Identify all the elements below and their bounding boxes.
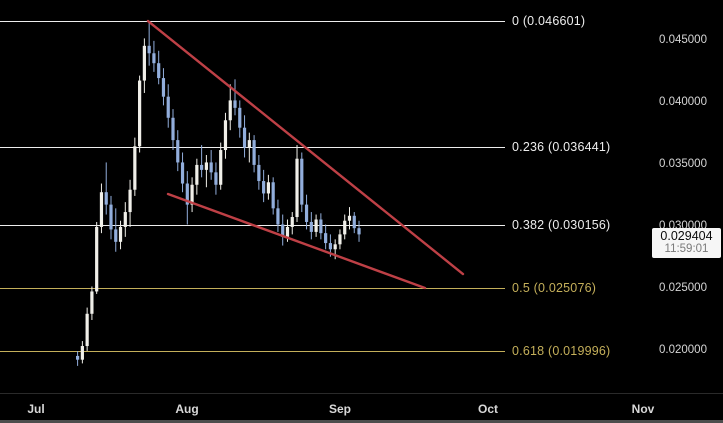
candle-body	[95, 226, 99, 292]
candle-body	[324, 233, 328, 244]
candle-body	[128, 189, 132, 213]
candle-body	[166, 96, 170, 118]
candle-body	[238, 107, 242, 128]
candle-body	[185, 183, 189, 205]
price-tick-0.035000: 0.035000	[659, 158, 707, 171]
candle-body	[109, 204, 113, 230]
candle-body	[142, 45, 146, 81]
candle-body	[147, 45, 151, 54]
candle-body	[266, 182, 270, 194]
price-tick-0.020000: 0.020000	[659, 344, 707, 357]
trendline-lower[interactable]	[166, 192, 427, 290]
candle-body	[343, 220, 347, 235]
last-price-label: 0.029404 11:59:01	[652, 228, 721, 258]
candle-body	[300, 158, 304, 205]
month-label-nov: Nov	[631, 402, 655, 416]
month-label-oct: Oct	[477, 402, 499, 416]
price-axis[interactable]	[648, 0, 723, 393]
candle-body	[285, 226, 290, 237]
candle-body	[247, 140, 251, 148]
fib-label-0.5: 0.5 (0.025076)	[512, 281, 597, 296]
candle-body	[281, 224, 285, 237]
candle-body	[214, 172, 218, 185]
candle-body	[223, 120, 228, 151]
candle-body	[200, 164, 204, 170]
candle-body	[228, 100, 232, 121]
candle-body	[262, 181, 266, 194]
candle-body	[357, 228, 361, 235]
price-tick-0.045000: 0.045000	[659, 34, 707, 47]
fib-label-0.236: 0.236 (0.036441)	[512, 140, 611, 155]
candle-body	[99, 192, 104, 227]
bottom-edge-bar	[0, 420, 723, 423]
fib-retracement-drawing[interactable]	[0, 21, 505, 352]
trendline-upper[interactable]	[146, 19, 465, 276]
candle-body	[195, 164, 199, 185]
candle-body	[76, 355, 80, 360]
fib-label-0.618: 0.618 (0.019996)	[512, 344, 611, 359]
candle-body	[114, 229, 118, 242]
candle-body	[204, 162, 208, 170]
candle-body	[257, 164, 261, 182]
fib-label-0.382: 0.382 (0.030156)	[512, 218, 611, 232]
candle-body	[171, 117, 175, 141]
fib-label-0: 0 (0.046601)	[512, 14, 586, 28]
candle-body	[347, 215, 352, 221]
candle-body	[290, 217, 294, 227]
candle-body	[190, 184, 194, 205]
candle-body	[276, 208, 280, 225]
candle-body	[176, 140, 180, 163]
candle-body	[333, 244, 337, 250]
candle-body	[118, 226, 123, 242]
candle-body	[309, 221, 313, 232]
price-tick-0.025000: 0.025000	[659, 282, 707, 295]
candle-body	[85, 313, 89, 347]
candle-body	[80, 346, 84, 360]
candle-body	[133, 146, 137, 190]
candle-body	[138, 80, 142, 147]
candle-body	[152, 53, 156, 64]
candle-body	[180, 162, 185, 184]
last-price-value: 0.029404	[660, 229, 713, 243]
candle-body	[252, 140, 256, 165]
candle-body	[157, 63, 161, 79]
candle-body	[304, 204, 309, 222]
candle-body	[328, 243, 333, 250]
candle-body	[352, 215, 356, 229]
candle-body	[104, 192, 108, 205]
candle-body	[242, 127, 247, 148]
candle-body	[338, 234, 342, 245]
candle-body	[219, 150, 223, 185]
candle-body	[319, 219, 323, 234]
candle-body	[209, 162, 213, 173]
candlestick-series	[76, 21, 361, 366]
candle-body	[271, 182, 275, 209]
time-axis[interactable]	[0, 394, 723, 420]
month-label-sep: Sep	[328, 402, 352, 416]
candle-body	[90, 291, 94, 314]
month-label-aug: Aug	[175, 402, 199, 416]
price-tick-0.040000: 0.040000	[659, 96, 707, 109]
last-price-time: 11:59:01	[664, 243, 709, 255]
candle-body	[123, 212, 127, 227]
candle-body	[295, 158, 299, 218]
month-label-jul: Jul	[27, 402, 45, 416]
candle-body	[161, 78, 166, 97]
candle-body	[314, 219, 318, 232]
candle-body	[233, 100, 237, 108]
